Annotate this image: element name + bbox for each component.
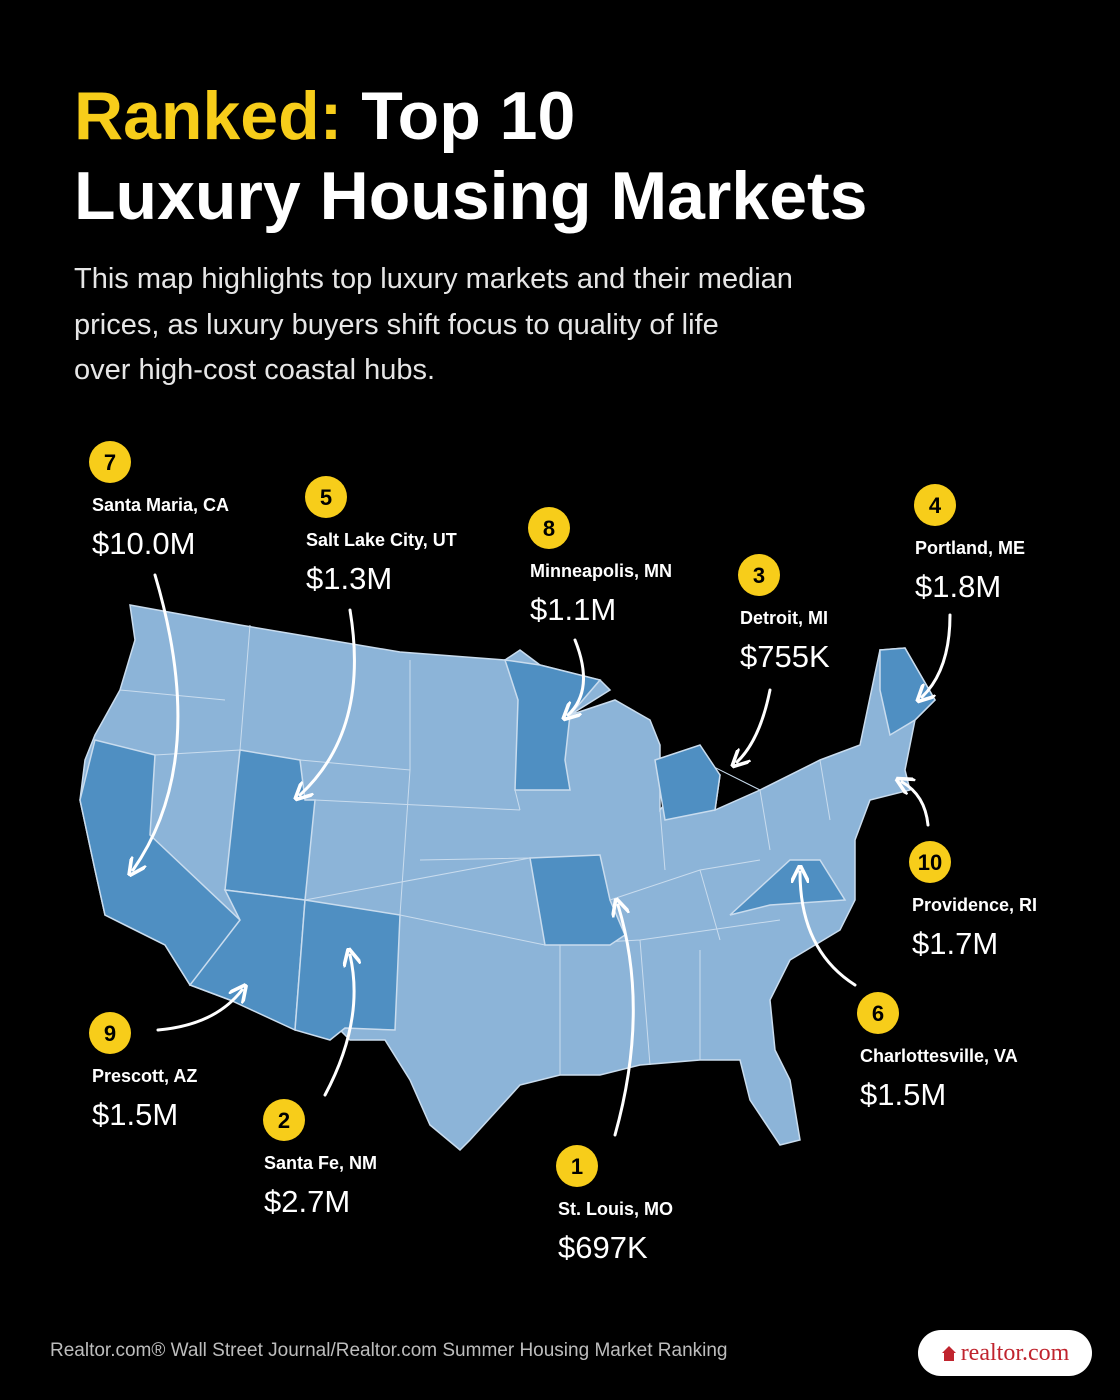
rank-badge [909,841,951,883]
rank-number: 3 [753,563,765,588]
rank-badge [914,484,956,526]
highlighted-states [79,647,936,1041]
subtitle: This map highlights top luxury markets a… [74,263,793,295]
title: Ranked: Top 10 [74,82,575,150]
rank-badge [738,554,780,596]
rank-badge [263,1099,305,1141]
median-price: $1.3M [306,561,392,596]
rank-badge [556,1145,598,1187]
arrow [902,782,930,827]
city-name: Santa Fe, NM [264,1153,377,1173]
logo: realtor.com [918,1330,1092,1376]
subtitle: over high-cost coastal hubs. [74,354,436,386]
city-name: Charlottesville, VA [860,1046,1018,1066]
rank-number: 4 [929,493,942,518]
arrow [568,638,585,715]
arrow [300,608,356,795]
median-price: $10.0M [92,526,195,561]
arrow [800,872,857,987]
median-price: $1.5M [860,1077,946,1112]
title: Luxury Housing Markets [74,158,868,234]
arrow [133,573,180,870]
title-highlight: Ranked: [74,78,343,154]
rank-badge [89,1012,131,1054]
source: Realtor.com® Wall Street Journal/Realtor… [50,1340,728,1361]
city-name: St. Louis, MO [558,1199,673,1219]
median-price: $2.7M [264,1184,350,1219]
median-price: $1.5M [92,1097,178,1132]
arrow [615,905,635,1137]
arrow [323,955,354,1097]
rank-badge [305,476,347,518]
city-name: Santa Maria, CA [92,495,229,515]
city-name: Salt Lake City, UT [306,530,457,550]
rank-badge [528,507,570,549]
rank-number: 9 [104,1021,116,1046]
rank-number: 10 [918,850,942,875]
arrow [737,688,772,762]
median-price: $755K [740,639,830,674]
rank-number: 5 [320,485,332,510]
rank-number: 6 [872,1001,884,1026]
arrow [922,613,952,697]
city-name: Minneapolis, MN [530,561,672,581]
city-name: Detroit, MI [740,608,828,628]
median-price: $1.1M [530,592,616,627]
median-price: $1.7M [912,926,998,961]
rank-badge [89,441,131,483]
title-text: Top 10 [361,78,576,154]
logo-icon [941,1346,956,1361]
rank-number: 2 [278,1108,290,1133]
logo-text: realtor.com [960,1339,1070,1366]
rank-badge [857,992,899,1034]
callouts: 1 St. Louis, MO $697K 2 Santa Fe, NM $2.7M 3 De… [89,441,1037,1265]
arrow [156,990,242,1032]
rank-number: 7 [104,450,116,475]
rank-number: 8 [543,516,555,541]
rank-number: 1 [571,1154,583,1179]
city-name: Providence, RI [912,895,1037,915]
city-name: Prescott, AZ [92,1066,197,1086]
city-name: Portland, ME [915,538,1025,558]
median-price: $697K [558,1230,648,1265]
subtitle: prices, as luxury buyers shift focus to … [74,309,719,341]
median-price: $1.8M [915,569,1001,604]
